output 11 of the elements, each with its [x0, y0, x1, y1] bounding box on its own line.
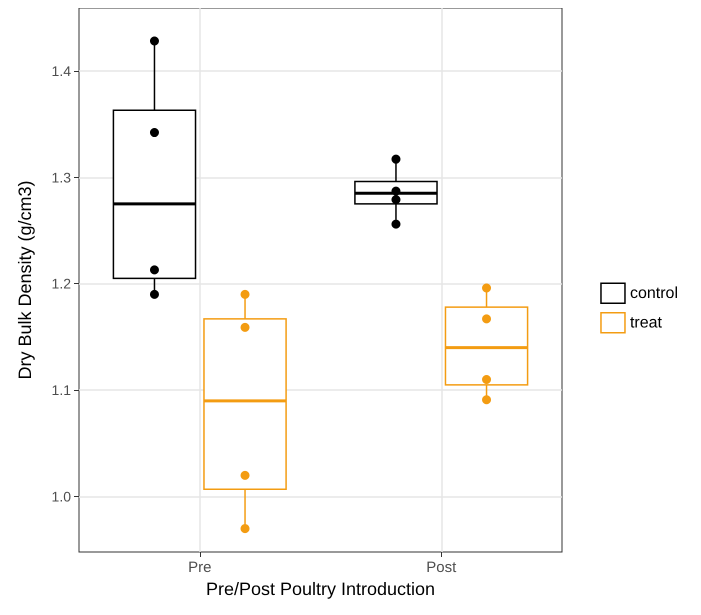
y-tick-label: 1.2: [52, 276, 72, 292]
y-axis-title: Dry Bulk Density (g/cm3): [15, 180, 35, 380]
x-axis-title: Pre/Post Poultry Introduction: [206, 579, 436, 599]
y-tick-label: 1.4: [52, 62, 72, 79]
legend-label: control: [630, 284, 678, 302]
y-tick-label: 1.3: [52, 169, 72, 186]
x-tick-label: Pre: [188, 559, 212, 576]
x-tick-label: Post: [426, 559, 458, 576]
y-tick-label: 1.0: [52, 488, 72, 505]
legend-label: treat: [630, 314, 663, 332]
y-tick-label: 1.1: [52, 382, 72, 398]
